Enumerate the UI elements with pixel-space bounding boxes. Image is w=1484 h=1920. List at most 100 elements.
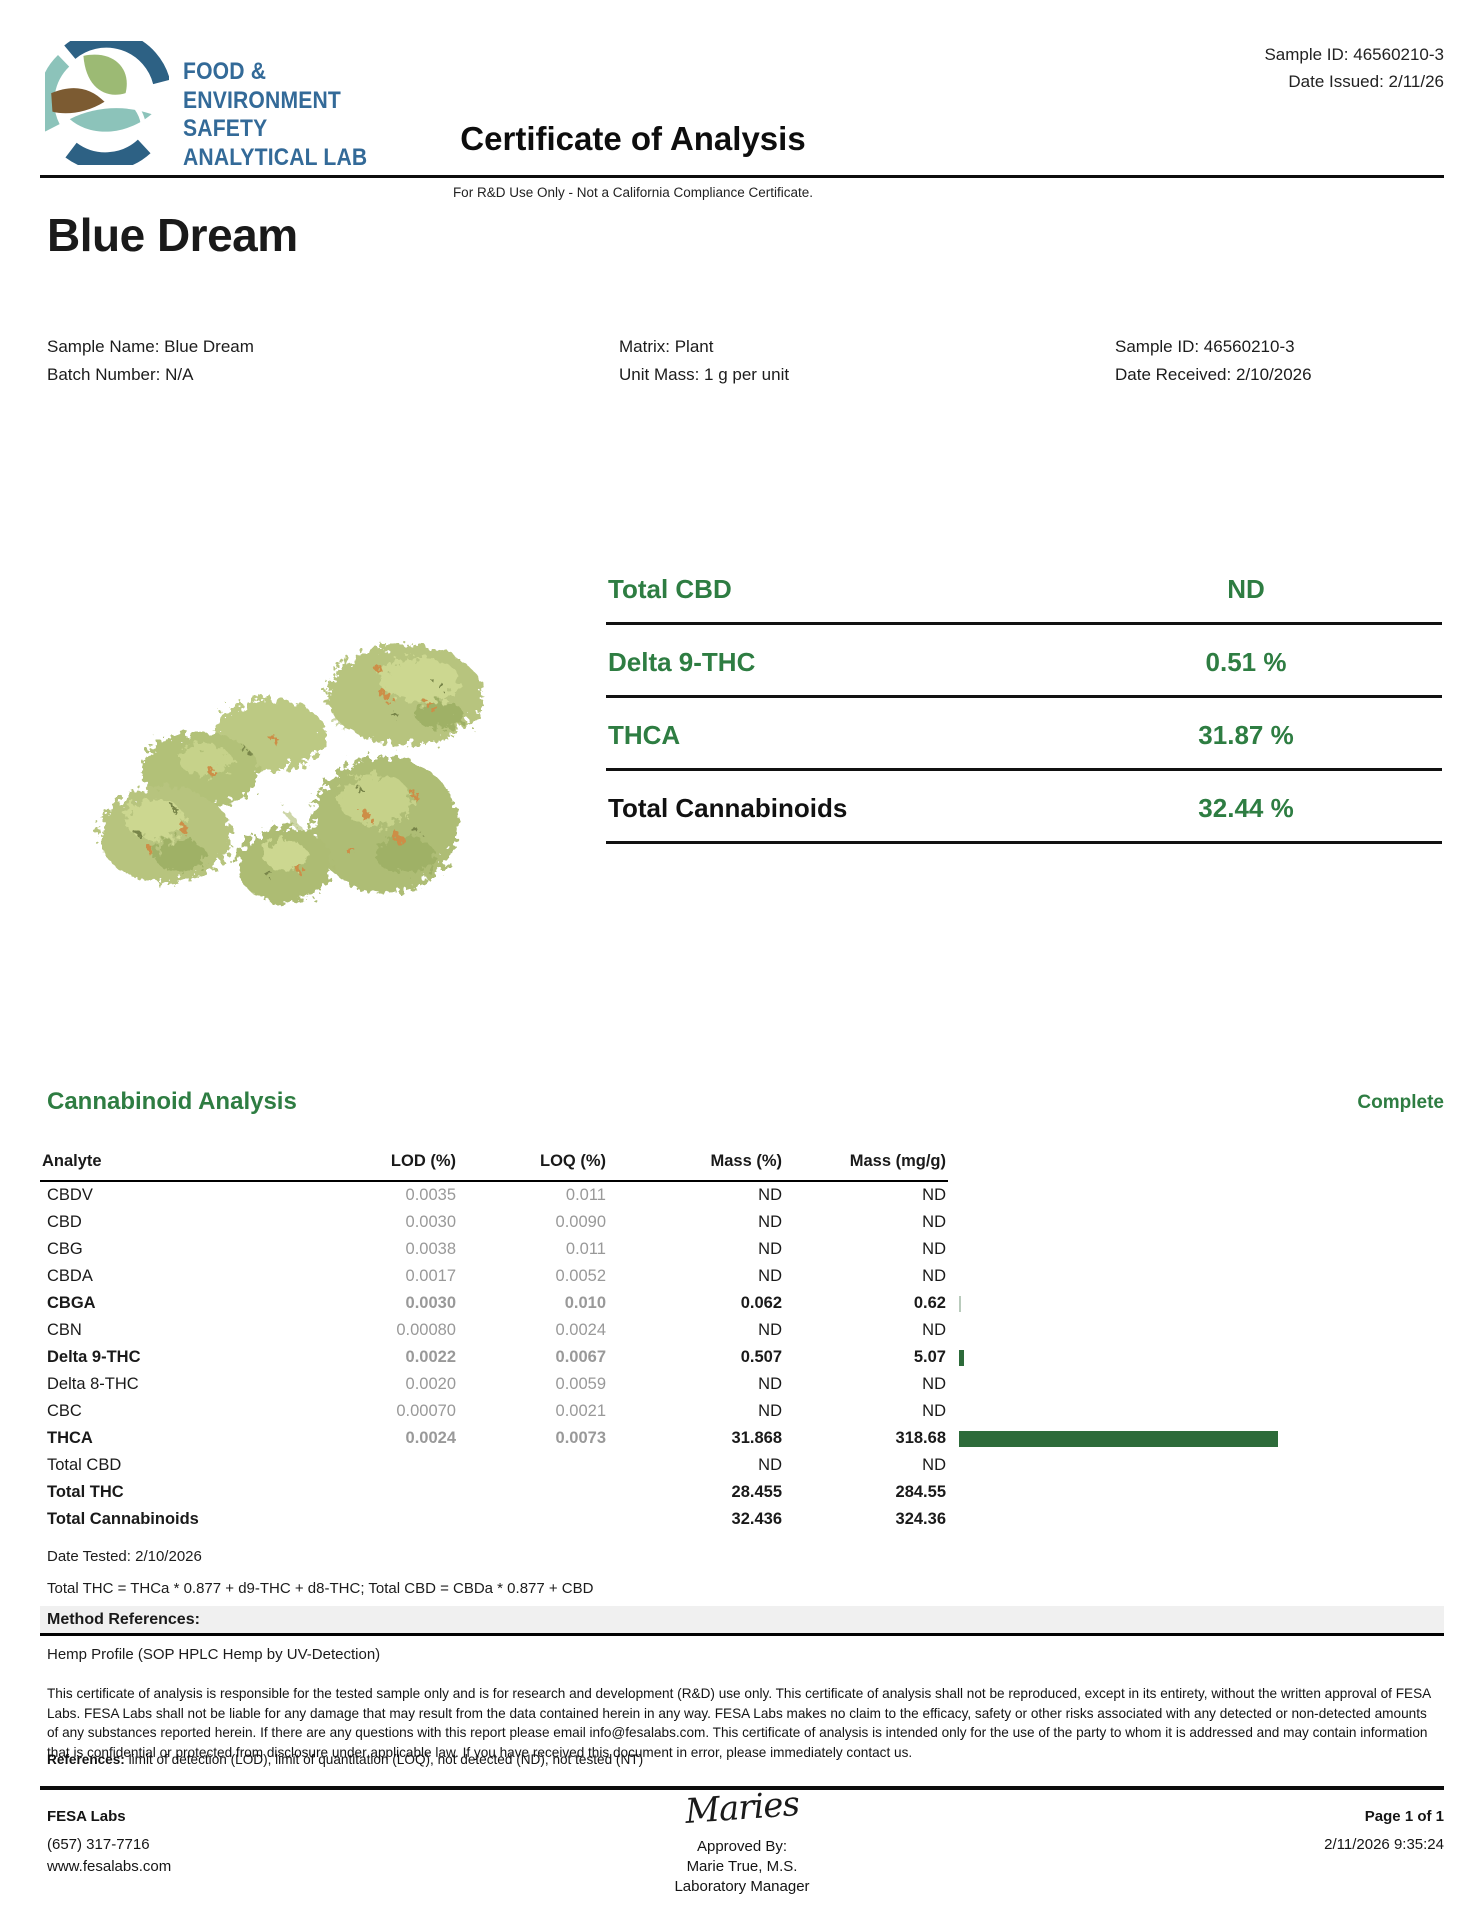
summary-label: Delta 9-THC (608, 647, 756, 677)
table-cell: 0.0067 (555, 1348, 606, 1366)
footer-divider (40, 1786, 1444, 1790)
table-row: Total THC 28.455 284.55 (40, 1479, 1444, 1506)
summary-value: 0.51 % (1205, 647, 1287, 677)
table-cell: 324.36 (895, 1510, 946, 1528)
table-cell: ND (758, 1186, 782, 1204)
table-row: THCA 0.0024 0.0073 31.868 318.68 (40, 1425, 1444, 1452)
table-cell: 0.0052 (555, 1267, 606, 1285)
summary-label: THCA (608, 720, 681, 750)
table-cell: THCA (47, 1429, 93, 1447)
mass-bar-cell (948, 1188, 1444, 1204)
product-title: Blue Dream (47, 209, 298, 261)
table-row: CBD 0.0030 0.0090 ND ND (40, 1209, 1444, 1236)
table-cell: 0.507 (740, 1348, 782, 1366)
table-cell: 0.062 (740, 1294, 782, 1312)
table-cell: ND (922, 1321, 946, 1339)
table-cell: ND (922, 1402, 946, 1420)
sample-info-col3: Sample ID: 46560210-3 Date Received: 2/1… (1115, 337, 1312, 384)
table-cell: Delta 8-THC (47, 1375, 139, 1393)
mass-bar-cell (948, 1323, 1444, 1339)
table-row: Total CBD ND ND (40, 1452, 1444, 1479)
table-cell: 0.0030 (405, 1213, 456, 1231)
analysis-table: Analyte LOD (%) LOQ (%) Mass (%) Mass (m… (40, 1142, 1444, 1533)
table-row: CBC 0.00070 0.0021 ND ND (40, 1398, 1444, 1425)
method-references-label: Method References: (47, 1610, 200, 1628)
analysis-status-badge: Complete (1357, 1092, 1444, 1113)
approver-title: Laboratory Manager (674, 1878, 810, 1895)
table-cell: 0.0024 (405, 1429, 456, 1447)
table-cell: ND (758, 1402, 782, 1420)
table-cell: 0.0024 (555, 1321, 606, 1339)
mass-bar-cell (948, 1404, 1444, 1420)
table-cell: 0.62 (913, 1294, 946, 1312)
method-references-heading: Method References: (40, 1606, 1444, 1636)
mass-bar (959, 1295, 961, 1312)
method-profile: Hemp Profile (SOP HPLC Hemp by UV-Detect… (47, 1646, 381, 1663)
table-cell: ND (922, 1186, 946, 1204)
disclaimer-text: This certificate of analysis is responsi… (47, 1686, 1431, 1761)
bud-photo (85, 600, 485, 910)
table-cell: CBN (47, 1321, 82, 1339)
mass-bar-cell (948, 1242, 1444, 1258)
table-cell: Total THC (47, 1483, 124, 1501)
mass-bar-cell (948, 1458, 1444, 1474)
table-cell: 0.0059 (555, 1375, 606, 1393)
table-cell: ND (922, 1375, 946, 1393)
summary-row: Total CBD ND (606, 552, 1442, 625)
table-cell: ND (922, 1267, 946, 1285)
analysis-section-title: Cannabinoid Analysis (47, 1088, 297, 1115)
header-divider (40, 175, 1444, 178)
summary-table: Total CBD ND Delta 9-THC 0.51 % THCA 31.… (606, 552, 1442, 844)
table-cell: Total Cannabinoids (47, 1510, 199, 1528)
summary-label: Total Cannabinoids (608, 793, 848, 823)
mass-bar-cell (948, 1485, 1444, 1501)
table-header: Analyte LOD (%) LOQ (%) Mass (%) Mass (m… (40, 1142, 948, 1182)
summary-label: Total CBD (608, 574, 732, 604)
table-cell: Delta 9-THC (47, 1348, 141, 1366)
table-row: CBDV 0.0035 0.011 ND ND (40, 1182, 1444, 1209)
table-cell: ND (758, 1456, 782, 1474)
table-cell: 0.0022 (405, 1348, 456, 1366)
table-cell: CBG (47, 1240, 83, 1258)
mass-bar-cell (948, 1377, 1444, 1393)
mass-bar-cell (948, 1512, 1444, 1528)
mass-bar (959, 1349, 964, 1366)
table-cell: ND (758, 1321, 782, 1339)
table-row: CBGA 0.0030 0.010 0.062 0.62 (40, 1290, 1444, 1317)
mass-bar-cell (948, 1430, 1444, 1447)
table-row: CBDA 0.0017 0.0052 ND ND (40, 1263, 1444, 1290)
column-header: Mass (mg/g) (849, 1151, 946, 1170)
table-row: Total Cannabinoids 32.436 324.36 (40, 1506, 1444, 1533)
table-cell: 0.00080 (396, 1321, 456, 1339)
column-header: LOQ (%) (540, 1151, 606, 1170)
column-header: LOD (%) (390, 1151, 456, 1170)
table-cell: CBGA (47, 1294, 96, 1312)
lab-logo-wordmark: FOOD & ENVIRONMENT SAFETY ANALYTICAL LAB (183, 58, 368, 171)
table-cell: 31.868 (731, 1429, 782, 1447)
summary-row: Total Cannabinoids 32.44 % (606, 771, 1442, 844)
mass-bar-cell (948, 1215, 1444, 1231)
table-cell: 28.455 (731, 1483, 782, 1501)
date-tested: Date Tested: 2/10/2026 (47, 1548, 202, 1565)
footer-phone: (657) 317-7716 (47, 1836, 150, 1853)
table-cell: ND (922, 1456, 946, 1474)
certificate-subtitle: For R&D Use Only - Not a California Comp… (452, 185, 814, 200)
lab-logo-icon (38, 30, 170, 171)
table-cell: 0.0073 (555, 1429, 606, 1447)
table-cell: CBDA (47, 1267, 93, 1285)
header-sample-id: Sample ID: 46560210-3 (1264, 45, 1444, 64)
footer-timestamp: 2/11/2026 9:35:24 (1324, 1836, 1444, 1853)
table-cell: CBD (47, 1213, 82, 1231)
certificate-title: Certificate of Analysis (460, 120, 806, 157)
table-cell: ND (758, 1375, 782, 1393)
table-cell: ND (922, 1213, 946, 1231)
table-cell: 0.0035 (405, 1186, 456, 1204)
table-cell: CBDV (47, 1186, 93, 1204)
approved-by-label: Approved By: (696, 1838, 788, 1855)
table-cell: ND (758, 1213, 782, 1231)
approver-name: Marie True, M.S. (686, 1858, 798, 1875)
table-row: Delta 8-THC 0.0020 0.0059 ND ND (40, 1371, 1444, 1398)
table-row: CBN 0.00080 0.0024 ND ND (40, 1317, 1444, 1344)
table-cell: 0.010 (564, 1294, 606, 1312)
